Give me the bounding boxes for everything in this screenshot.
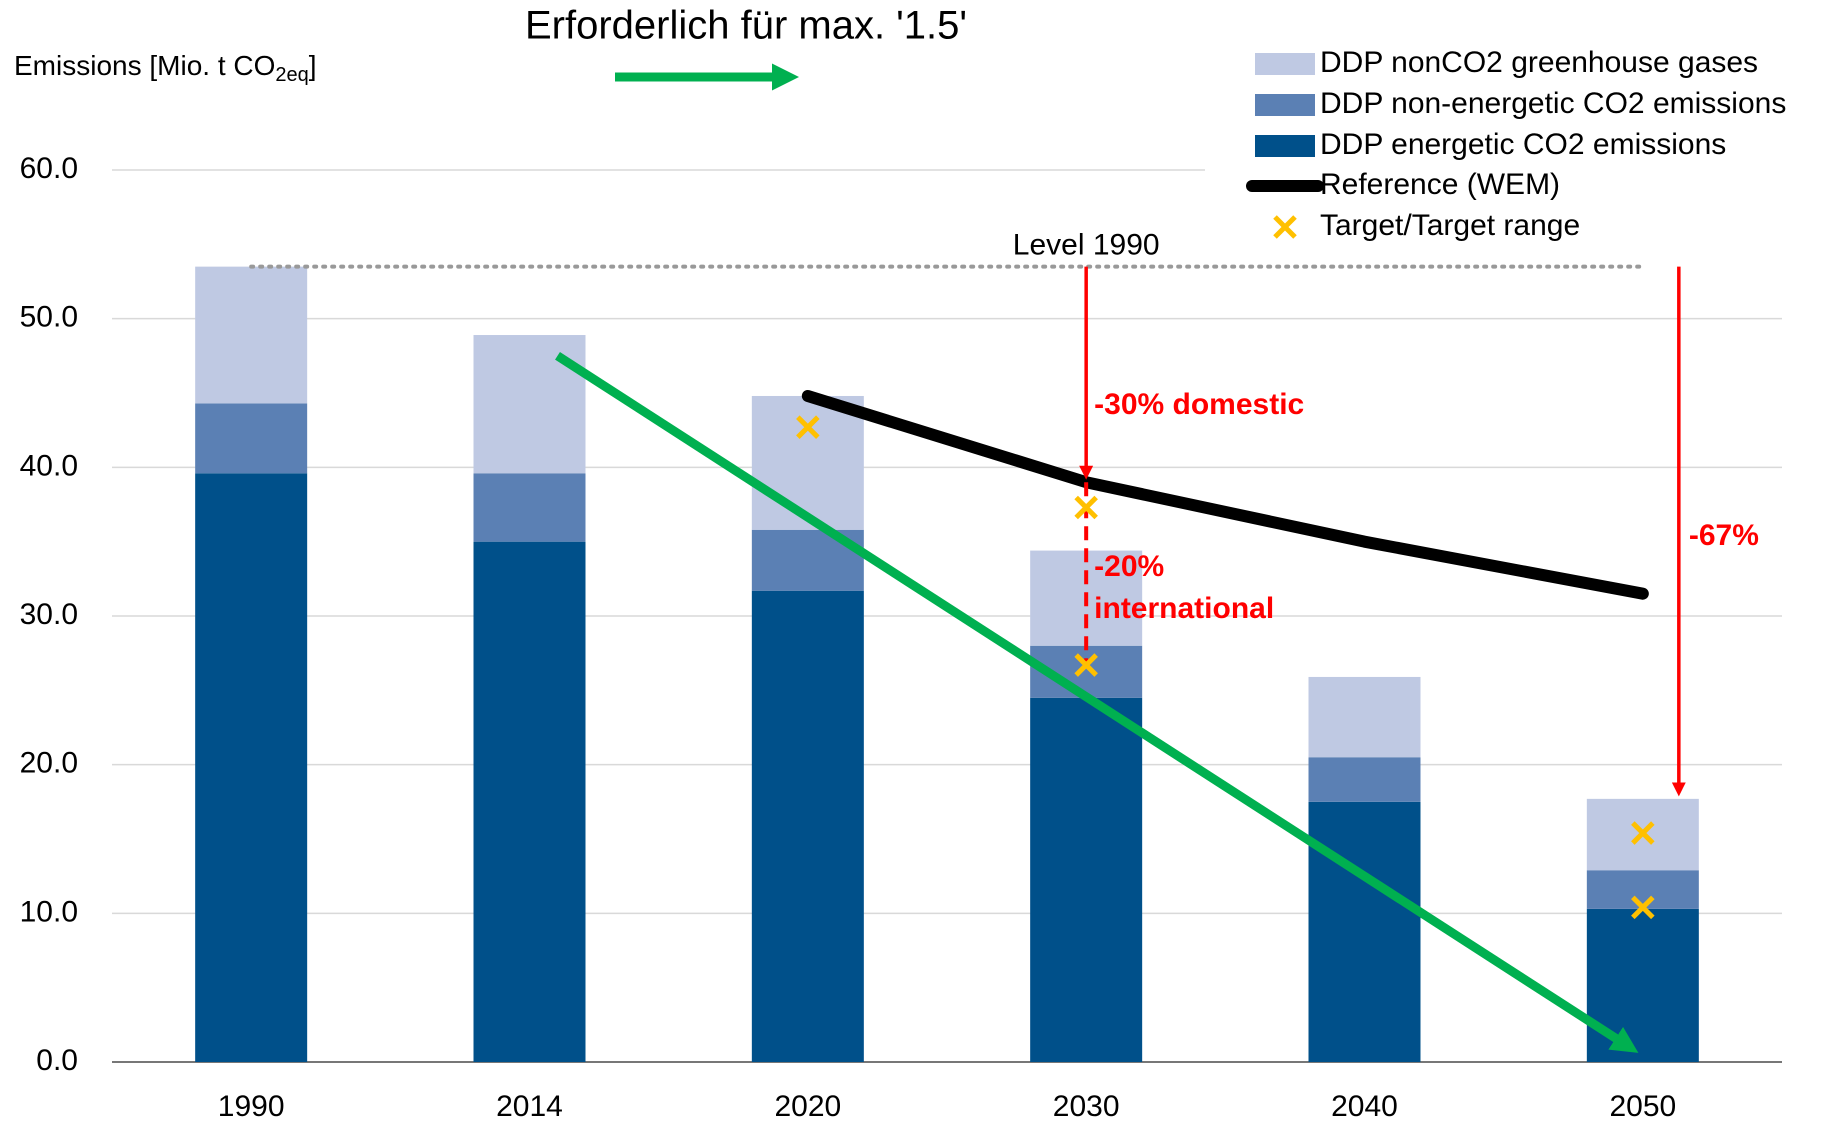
target-marker [1631,895,1655,920]
reference-line [801,389,1649,600]
y-tick-label: 60.0 [20,152,78,185]
y-tick-label: 40.0 [20,449,78,482]
bar-segment [1308,676,1421,758]
target-marker [796,415,820,439]
bar-segment [1030,697,1143,1062]
bar-segment [473,335,586,474]
bar-segment [1308,757,1421,802]
bar-segment [473,541,586,1062]
bar-segment [1586,870,1699,909]
y-label-end: ] [309,50,317,81]
bar-segment [195,473,308,1062]
y-tick-label: 0.0 [36,1044,78,1077]
y-tick-label: 30.0 [20,598,78,631]
legend-label: Reference (WEM) [1320,168,1560,201]
x-tick-label: 2040 [1331,1090,1398,1123]
legend-label: DDP energetic CO2 emissions [1320,128,1726,161]
bar-segment [751,395,864,530]
annotation: -30% domestic [1094,388,1304,421]
bar-segment [751,590,864,1062]
target-marker [1273,215,1297,239]
target-marker [1074,653,1098,677]
y-tick-label: 50.0 [20,301,78,334]
annotation: international [1094,592,1274,625]
bar-segment [473,473,586,542]
bar-segment [1586,908,1699,1062]
trend-arrow [555,352,1639,1053]
bar-segment [1308,801,1421,1062]
annotation: -20% [1094,550,1164,583]
annotation: -67% [1689,519,1759,552]
x-tick-label: 1990 [218,1090,285,1123]
legend-label: Target/Target range [1320,209,1580,242]
y-label-text: Emissions [Mio. t CO [14,50,275,81]
bar-segment [195,266,308,404]
x-tick-label: 2050 [1609,1090,1676,1123]
bar-segment [195,403,308,474]
y-label-sub: 2eq [275,64,308,86]
legend-label: DDP nonCO2 greenhouse gases [1320,46,1758,79]
target-marker [1074,495,1098,520]
level-label: Level 1990 [1013,229,1160,262]
y-tick-label: 20.0 [20,747,78,780]
x-tick-label: 2030 [1053,1090,1120,1123]
legend-swatch [1255,94,1315,116]
legend-swatch [1255,53,1315,75]
legend-swatch [1255,135,1315,157]
legend-label: DDP non-energetic CO2 emissions [1320,87,1786,120]
y-axis-title: Emissions [Mio. t CO2eq] [14,50,317,86]
target-marker [1631,821,1655,845]
x-tick-label: 2020 [774,1090,841,1123]
y-tick-label: 10.0 [20,895,78,928]
x-tick-label: 2014 [496,1090,563,1123]
chart-title: Erforderlich für max. '1.5' [525,4,967,48]
